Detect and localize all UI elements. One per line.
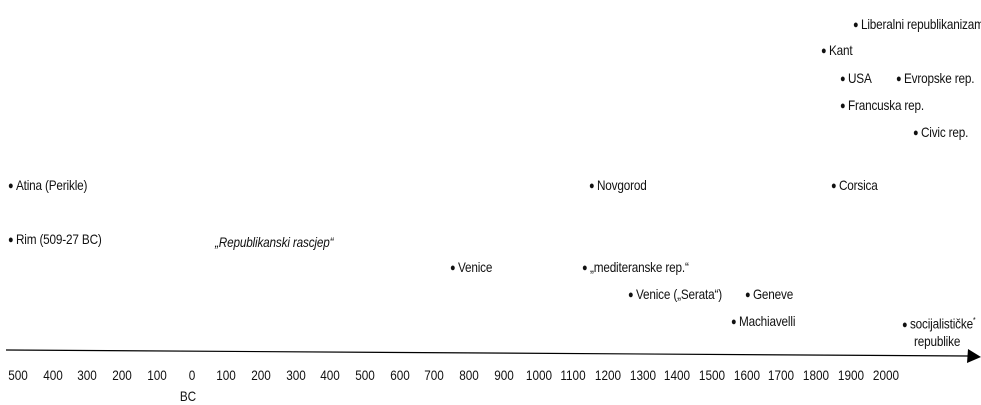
tick-label: 1700 (768, 367, 795, 383)
event-rim: ● Rim (509-27 BC) (8, 231, 102, 249)
bc-label: BC (179, 388, 197, 404)
tick-label: 100 (146, 367, 167, 383)
tick-label: 800 (459, 367, 479, 383)
event-label: Novgorod (596, 177, 647, 193)
bullet-icon: ● (840, 73, 846, 85)
bullet-icon: ● (450, 262, 456, 274)
event-label: Atina (Perikle) (15, 177, 88, 193)
event-label: Liberalni republikanizam (860, 16, 981, 32)
event-corsica: ● Corsica (831, 177, 878, 195)
tick-label: 1600 (733, 367, 760, 383)
bullet-icon: ● (582, 262, 588, 274)
event-evropske-rep: ● Evropske rep. (896, 70, 974, 88)
tick-label: 1300 (629, 367, 656, 383)
event-label: Machiavelli (738, 313, 796, 329)
timeline-arrowhead (967, 349, 981, 363)
event-label: „mediteranske rep.“ (589, 259, 689, 275)
annotation-republikanski-rascjep: „Republikanski rascjep“ (215, 234, 334, 250)
event-label: Venice (457, 259, 493, 275)
tick-label: 200 (251, 367, 271, 383)
tick-label: 1400 (664, 367, 691, 383)
event-atina: ● Atina (Perikle) (8, 177, 87, 195)
timeline-axis-line (5, 349, 969, 357)
event-label: Geneve (752, 286, 794, 302)
tick-label: 500 (355, 367, 375, 383)
bullet-icon: ● (8, 180, 14, 192)
event-mediteranske-rep: ● „mediteranske rep.“ (582, 259, 689, 277)
bullet-icon: ● (831, 180, 837, 192)
bullet-icon: ● (628, 289, 634, 301)
tick-label: 1900 (837, 367, 864, 383)
bullet-icon: ● (821, 45, 827, 57)
event-label: Evropske rep. (903, 70, 975, 86)
event-civic-rep: ● Civic rep. (913, 124, 968, 142)
event-label: Corsica (838, 177, 878, 193)
asterisk-mark: * (972, 316, 976, 325)
tick-label: 400 (320, 367, 341, 383)
event-label: Francuska rep. (847, 97, 925, 113)
tick-label: 300 (285, 367, 306, 383)
event-label: Kant (828, 42, 853, 58)
event-label: Venice („Serata“) (635, 286, 722, 302)
bullet-icon: ● (853, 19, 859, 31)
tick-label: 1500 (698, 367, 726, 383)
tick-label: 1000 (525, 367, 552, 383)
event-liberalni-republikanizam: ● Liberalni republikanizam (853, 16, 981, 34)
event-label: USA (847, 70, 872, 86)
bullet-icon: ● (902, 318, 908, 331)
event-francuska-rep: ● Francuska rep. (840, 97, 924, 115)
bullet-icon: ● (731, 316, 737, 328)
bullet-icon: ● (913, 127, 919, 139)
tick-label: 500 (8, 367, 28, 383)
event-machiavelli: ● Machiavelli (731, 313, 795, 331)
tick-label: 1200 (594, 367, 621, 383)
tick-label: 1800 (803, 367, 830, 383)
tick-label: 400 (42, 367, 63, 383)
bullet-icon: ● (840, 100, 846, 112)
tick-label: 300 (77, 367, 98, 383)
event-label: Civic rep. (920, 124, 969, 140)
event-venice: ● Venice (450, 259, 492, 277)
bullet-icon: ● (896, 73, 902, 85)
event-socijalisticke-republike: ● socijalističke* (902, 313, 976, 334)
bullet-icon: ● (589, 180, 595, 192)
tick-label: 100 (216, 367, 236, 383)
tick-label: 0 (188, 367, 195, 383)
tick-label: 900 (493, 367, 514, 383)
event-geneve: ● Geneve (745, 286, 793, 304)
event-label: Rim (509-27 BC) (15, 231, 102, 247)
event-kant: ● Kant (821, 42, 853, 60)
bullet-icon: ● (745, 289, 751, 301)
event-label: socijalističke (909, 315, 973, 332)
tick-label: 1100 (560, 367, 586, 383)
event-venice-serata: ● Venice („Serata“) (628, 286, 722, 304)
bullet-icon: ● (8, 234, 14, 246)
tick-label: 700 (424, 367, 445, 383)
tick-label: 2000 (872, 367, 899, 383)
event-usa: ● USA (840, 70, 872, 88)
event-socijalisticke-line2: republike (914, 333, 961, 349)
tick-label: 200 (112, 367, 132, 383)
tick-label: 600 (389, 367, 410, 383)
event-novgorod: ● Novgorod (589, 177, 647, 195)
